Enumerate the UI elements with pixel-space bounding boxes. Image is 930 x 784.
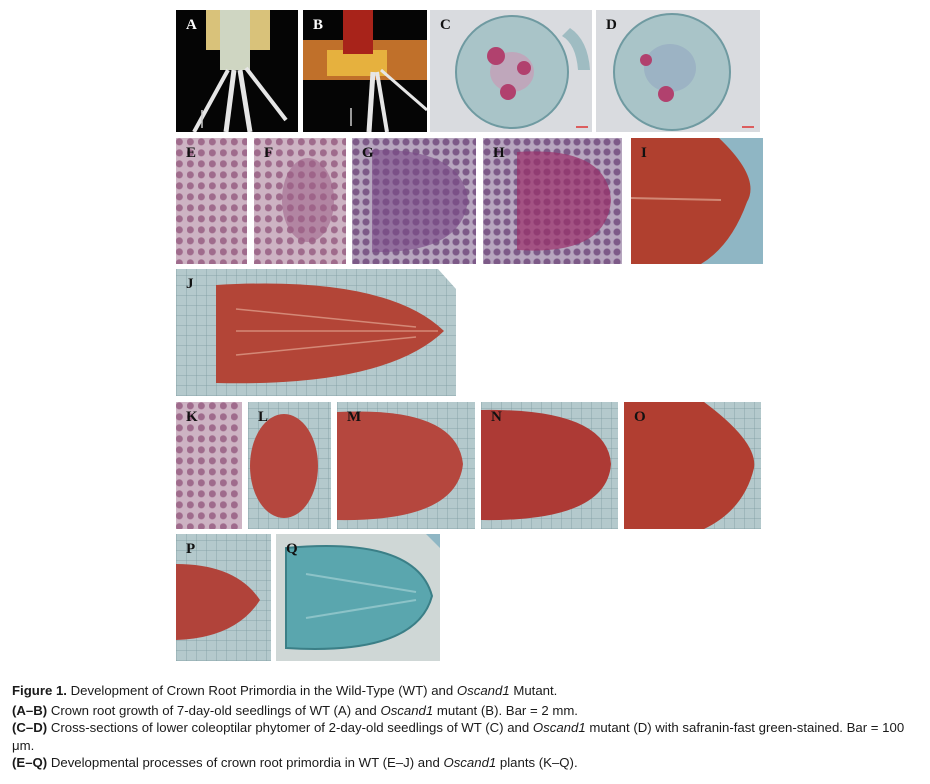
caption-ab-part2: mutant (B). Bar = 2 mm.	[433, 702, 578, 718]
caption-eq-label: (E–Q)	[12, 755, 48, 771]
caption-title-part1: Development of Crown Root Primordia in t…	[66, 683, 457, 698]
panel-label-h: H	[493, 145, 505, 161]
caption-ab-label: (A–B)	[12, 702, 48, 718]
caption-cd-line: (C–D) Cross-sections of lower coleoptila…	[12, 719, 918, 754]
panel-label-m: M	[347, 409, 362, 425]
panel-label-k: K	[186, 409, 198, 425]
panel-label-d: D	[606, 17, 617, 33]
caption-title-line: Figure 1. Development of Crown Root Prim…	[12, 682, 918, 700]
panel-h-primordium: H	[483, 138, 622, 264]
mutant-seedling-image	[303, 10, 427, 132]
caption-ab-line: (A–B) Crown root growth of 7-day-old see…	[12, 702, 918, 720]
o-primordium-image	[624, 402, 755, 529]
panel-g-primordium: G	[352, 138, 476, 264]
caption-cd-part1: Cross-sections of lower coleoptilar phyt…	[47, 720, 533, 736]
panel-label-b: B	[313, 17, 324, 33]
panel-f-primordium: F	[254, 138, 346, 264]
panel-i-primordium: I	[631, 138, 763, 264]
caption-eq-part2: plants (K–Q).	[496, 755, 578, 771]
panel-label-g: G	[362, 145, 374, 161]
mutant-cross-section-image	[613, 13, 754, 131]
caption-ab-mutant: Oscand1	[380, 702, 434, 718]
panel-a-seedling-photo: A	[176, 10, 298, 132]
l-primordium-image	[250, 414, 318, 518]
panel-l-primordium: L	[248, 402, 331, 529]
wt-cross-section-image	[455, 15, 590, 129]
figure-caption: Figure 1. Development of Crown Root Prim…	[12, 682, 918, 772]
panel-q-primordium: Q	[276, 534, 440, 661]
panel-label-i: I	[641, 145, 647, 161]
caption-title-mutant: Oscand1	[456, 683, 510, 698]
p-primordium-image	[176, 564, 260, 640]
panel-k-primordium: K	[176, 402, 242, 529]
panel-label-n: N	[491, 409, 502, 425]
caption-eq-mutant: Oscand1	[443, 755, 497, 771]
caption-cd-label: (C–D)	[12, 720, 48, 736]
caption-cd-mutant: Oscand1	[532, 720, 586, 736]
panel-e-primordium: E	[176, 138, 247, 264]
panel-label-o: O	[634, 409, 646, 425]
panel-p-primordium: P	[176, 534, 271, 661]
panel-label-f: F	[264, 145, 274, 161]
panel-label-l: L	[258, 409, 269, 425]
wt-seedling-image	[192, 10, 288, 132]
caption-ab-part1: Crown root growth of 7-day-old seedlings…	[47, 702, 381, 718]
panel-label-a: A	[186, 17, 197, 33]
figure-label: Figure 1.	[12, 683, 67, 698]
panel-label-e: E	[186, 145, 197, 161]
g-primordium-image	[372, 149, 468, 253]
panel-d-cross-section: D	[596, 10, 760, 132]
i-primordium-image	[631, 138, 751, 264]
panel-n-primordium: N	[481, 402, 618, 529]
j-primordium-image	[216, 269, 456, 384]
n-primordium-image	[481, 409, 611, 521]
panel-label-c: C	[440, 17, 451, 33]
caption-eq-line: (E–Q) Developmental processes of crown r…	[12, 754, 918, 772]
panel-b-seedling-photo: B	[303, 10, 427, 132]
caption-eq-part1: Developmental processes of crown root pr…	[47, 755, 444, 771]
panel-m-primordium: M	[337, 402, 475, 529]
panel-label-p: P	[186, 541, 196, 557]
panel-j-primordium: J	[176, 269, 456, 396]
caption-title-part2: Mutant.	[509, 683, 558, 698]
f-primordium-image	[282, 158, 334, 242]
panel-label-j: J	[186, 276, 194, 292]
panel-o-primordium: O	[624, 402, 761, 529]
h-primordium-image	[517, 151, 611, 251]
q-primordium-image	[276, 534, 440, 661]
panel-label-q: Q	[286, 541, 298, 557]
caption-cd-part2: mutant (D) with safranin-fast green-stai…	[12, 720, 905, 753]
m-primordium-image	[337, 411, 463, 521]
panel-c-cross-section: C	[430, 10, 592, 132]
